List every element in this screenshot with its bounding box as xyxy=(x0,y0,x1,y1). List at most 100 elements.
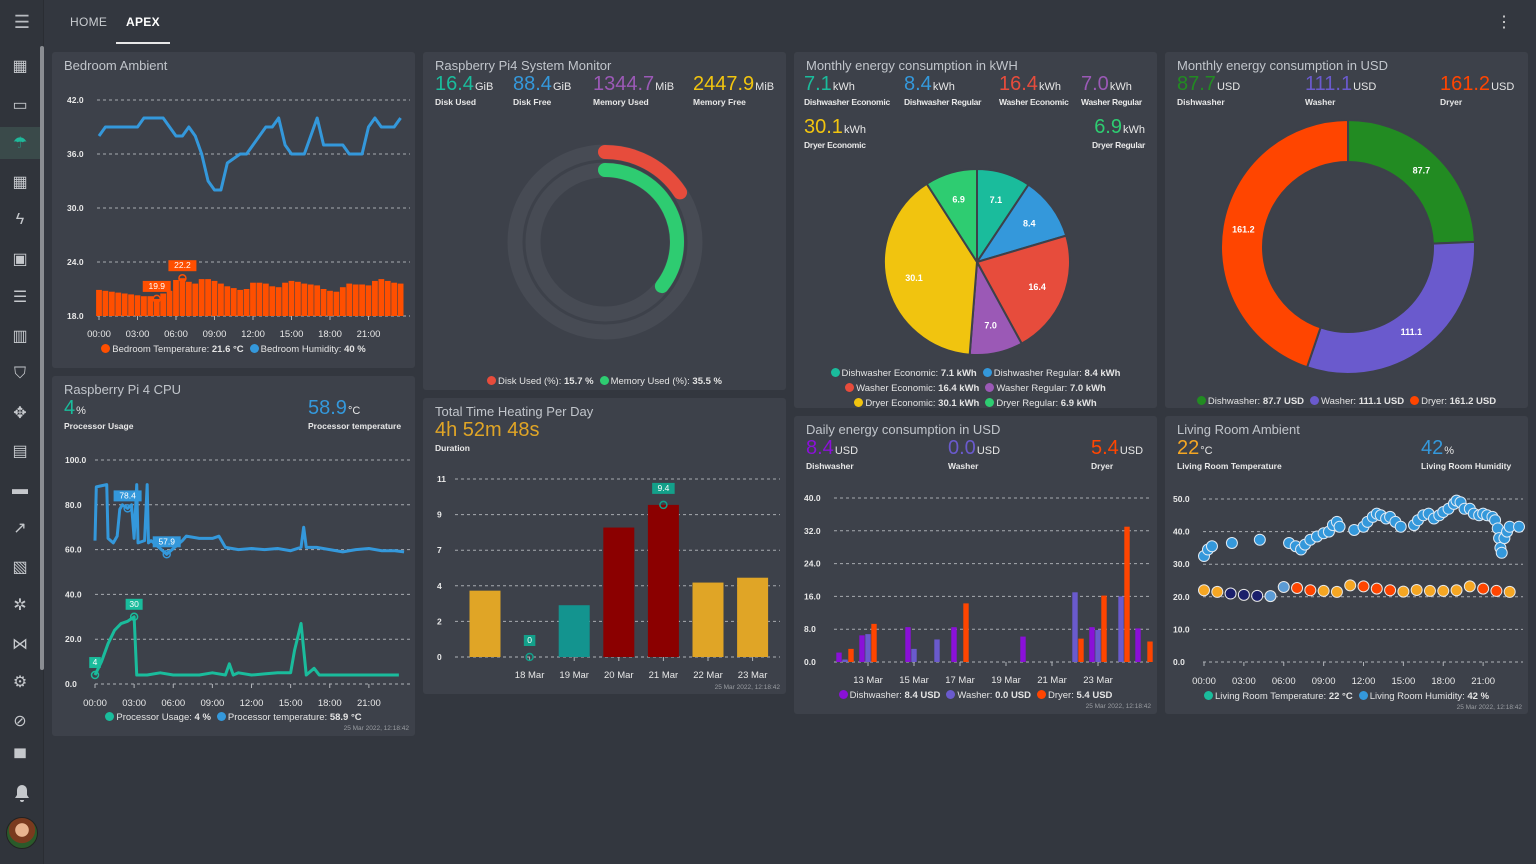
card-title: Total Time Heating Per Day xyxy=(435,404,594,419)
legend-item[interactable]: Dryer: 5.4 USD xyxy=(1037,690,1112,701)
radial-bar xyxy=(598,145,688,200)
x-tick-label: 15:00 xyxy=(1391,676,1415,687)
legend-item[interactable]: Processor temperature: 58.9 °C xyxy=(216,712,362,723)
legend-item[interactable]: Dishwasher: 87.7 USD xyxy=(1196,396,1305,407)
stat-unit: GiB xyxy=(474,81,494,93)
legend-value: 87.7 USD xyxy=(1262,396,1305,407)
memory-chip-icon[interactable]: ▤ xyxy=(12,443,28,460)
legend-item[interactable]: Dishwasher Regular: 8.4 kWh xyxy=(982,368,1120,379)
stat-value: 7.0 xyxy=(1081,73,1109,95)
zigbee-icon[interactable]: ⊘ xyxy=(13,712,27,730)
stat-label: Washer xyxy=(1305,97,1336,107)
stat-dryer: 161.2USD Dryer xyxy=(1440,73,1514,107)
bell-icon[interactable] xyxy=(10,782,34,806)
daily-bar xyxy=(911,648,917,662)
account-box-icon[interactable]: ▣ xyxy=(12,250,28,268)
legend-item[interactable]: Washer Economic: 16.4 kWh xyxy=(845,383,979,394)
heating-bar xyxy=(647,504,679,657)
legend-value: 22 °C xyxy=(1328,691,1353,702)
annotation-marker xyxy=(129,612,139,622)
chart-line-icon[interactable]: ↗ xyxy=(13,520,27,537)
system-monitor-card: Raspberry Pi4 System Monitor 16.4GiB Disk… xyxy=(423,52,786,390)
x-tick-label: 23 Mar xyxy=(1083,675,1113,686)
slice-label: 161.2 xyxy=(1232,225,1255,235)
living-room-chart: 0.0 10.0 20.0 30.0 40.0 50.0 00:00 03:00 06:00 09… xyxy=(1173,494,1526,687)
shield-home-icon[interactable]: ⛉ xyxy=(13,365,26,382)
legend-item[interactable]: Dryer Economic: 30.1 kWh xyxy=(854,398,979,409)
legend-item[interactable]: Dishwasher Economic: 7.1 kWh xyxy=(830,368,977,379)
humidity-point xyxy=(1253,533,1266,546)
donut-slice xyxy=(1220,118,1349,369)
stat-dishwasher-economic: 7.1kWh Dishwasher Economic xyxy=(804,73,890,107)
y-tick-label: 4 xyxy=(437,581,442,591)
x-tick-label: 19 Mar xyxy=(991,675,1021,686)
temperature-bar xyxy=(243,289,250,316)
temperature-point xyxy=(1503,585,1516,598)
tab-home[interactable]: HOME xyxy=(70,15,108,29)
kebab-menu-icon[interactable]: ⋮ xyxy=(1496,14,1512,31)
legend-item[interactable]: Living Room Temperature: 22 °C xyxy=(1203,691,1353,702)
legend-dot xyxy=(105,712,115,721)
stat-unit: °C xyxy=(1200,445,1213,457)
x-tick-label: 15:00 xyxy=(279,698,303,709)
legend-item[interactable]: Washer: 0.0 USD xyxy=(946,690,1031,701)
stat-value: 5.4 xyxy=(1091,437,1119,459)
chart-box-icon[interactable]: ▥ xyxy=(12,327,28,345)
legend-item[interactable]: Dryer: 161.2 USD xyxy=(1410,396,1496,407)
annotation-box xyxy=(125,598,143,610)
legend-item[interactable]: Washer: 111.1 USD xyxy=(1310,396,1404,407)
legend-item[interactable]: Dryer Regular: 6.9 kWh xyxy=(985,398,1097,409)
dashboard-icon[interactable]: ▦ xyxy=(12,58,28,75)
vscode-icon[interactable]: ⋈ xyxy=(12,635,28,653)
humidity-point xyxy=(1205,540,1218,553)
legend-item[interactable]: Bedroom Humidity: 40 % xyxy=(249,344,366,355)
code-switch-icon[interactable]: ▧ xyxy=(12,558,28,576)
legend-item[interactable]: Processor Usage: 4 % xyxy=(105,712,211,723)
daily-bar xyxy=(934,639,940,662)
legend-item[interactable]: Bedroom Temperature: 21.6 °C xyxy=(101,344,244,355)
temperature-bar xyxy=(288,280,295,316)
hub-arrows-icon[interactable]: ✥ xyxy=(13,404,27,422)
cog-refresh-icon[interactable]: ✲ xyxy=(13,597,27,614)
legend-item[interactable]: Disk Used (%): 15.7 % xyxy=(487,376,594,387)
legend-value: 161.2 USD xyxy=(1449,396,1497,407)
temperature-bar xyxy=(365,285,372,316)
format-list-icon[interactable]: ☰ xyxy=(12,289,28,306)
stat-label: Washer Economic xyxy=(999,97,1069,107)
monitor-dashboard-icon[interactable]: ▭ xyxy=(12,96,28,114)
temperature-point xyxy=(1264,590,1277,603)
stat-unit: kWh xyxy=(832,81,855,93)
temperature-point xyxy=(1450,584,1463,597)
stat-label: Memory Used xyxy=(593,97,649,107)
heating-chart: 0 2 4 7 9 11 18 Mar 19 Mar 20 Mar 21 Mar 22 Mar 23 … xyxy=(437,474,780,681)
tab-apex[interactable]: APEX xyxy=(116,0,170,44)
temperature-point xyxy=(1277,581,1290,594)
legend-item[interactable]: Living Room Humidity: 42 % xyxy=(1358,691,1489,702)
x-tick-label: 00:00 xyxy=(83,698,107,709)
mushroom-icon[interactable]: ☂ xyxy=(0,127,40,159)
legend-item[interactable]: Dishwasher: 8.4 USD xyxy=(838,690,940,701)
x-tick-label: 00:00 xyxy=(87,329,111,340)
stat-value: 30.1 xyxy=(804,116,843,138)
user-avatar[interactable] xyxy=(6,817,38,849)
flash-icon[interactable]: ϟ xyxy=(15,211,25,228)
temperature-bar xyxy=(211,280,218,316)
stat-unit: MiB xyxy=(755,81,775,93)
view-dashboard-icon[interactable]: ▦ xyxy=(12,173,28,191)
legend-item[interactable]: Washer Regular: 7.0 kWh xyxy=(985,383,1106,394)
x-tick-label: 09:00 xyxy=(203,329,227,340)
store-icon[interactable]: ▬ xyxy=(12,480,28,498)
hamburger-icon[interactable]: ☰ xyxy=(13,11,31,32)
legend-value: 7.1 kWh xyxy=(940,368,977,379)
cog-icon[interactable]: ⚙ xyxy=(12,674,28,691)
legend-dot xyxy=(985,398,995,407)
partial-icon[interactable]: ▀ xyxy=(14,750,26,767)
y-tick-label: 80.0 xyxy=(65,500,82,510)
temperature-bar xyxy=(391,282,398,316)
stat-washer-regular: 7.0kWh Washer Regular xyxy=(1081,73,1142,107)
stat-unit: USD xyxy=(1119,445,1144,457)
slice-label: 30.1 xyxy=(905,273,923,283)
annotation-box xyxy=(523,635,536,646)
legend-item[interactable]: Memory Used (%): 35.5 % xyxy=(599,376,722,387)
sidebar-scrollbar[interactable] xyxy=(40,46,44,670)
